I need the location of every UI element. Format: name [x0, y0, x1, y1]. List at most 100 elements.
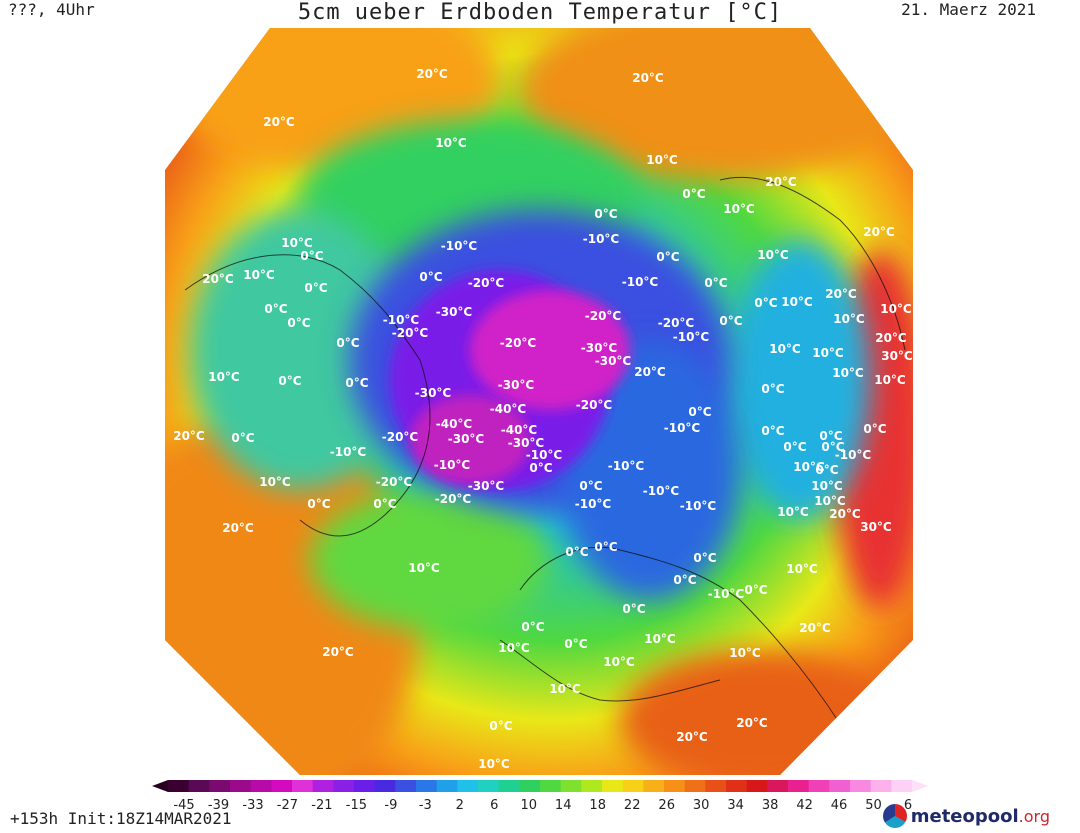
isotherm-label: -10°C: [583, 232, 620, 246]
legend-tick-label: -39: [208, 798, 229, 813]
isotherm-label: 20°C: [632, 71, 664, 85]
legend-tick-label: 46: [831, 798, 848, 813]
legend-swatch: [457, 780, 479, 792]
isotherm-label: 10°C: [781, 295, 813, 309]
legend-swatch: [643, 780, 665, 792]
isotherm-label: 0°C: [521, 620, 544, 634]
legend-swatch: [870, 780, 892, 792]
isotherm-label: 10°C: [435, 136, 467, 150]
isotherm-label: 10°C: [243, 268, 275, 282]
isotherm-label: 10°C: [723, 202, 755, 216]
isotherm-label: 10°C: [777, 505, 809, 519]
isotherm-label: -10°C: [643, 484, 680, 498]
isotherm-label: 20°C: [222, 521, 254, 535]
legend-tick-label: 6: [490, 798, 498, 813]
legend-tick-label: -45: [173, 798, 194, 813]
isotherm-label: 0°C: [336, 336, 359, 350]
isotherm-label: 0°C: [819, 429, 842, 443]
isotherm-label: -10°C: [526, 448, 563, 462]
isotherm-label: 20°C: [765, 175, 797, 189]
isotherm-label: 0°C: [307, 497, 330, 511]
legend-swatch: [705, 780, 727, 792]
isotherm-label: 0°C: [761, 424, 784, 438]
isotherm-label: 0°C: [719, 314, 742, 328]
isotherm-label: 0°C: [744, 583, 767, 597]
isotherm-label: -10°C: [608, 459, 645, 473]
legend-swatch: [767, 780, 789, 792]
isotherm-label: -20°C: [585, 309, 622, 323]
isotherm-label: -30°C: [508, 436, 545, 450]
isotherm-label: -30°C: [581, 341, 618, 355]
isotherm-label: 10°C: [769, 342, 801, 356]
logo-icon: [882, 804, 907, 828]
legend-swatch: [602, 780, 624, 792]
isotherm-label: 0°C: [287, 316, 310, 330]
legend-swatch: [250, 780, 272, 792]
isotherm-label: 10°C: [408, 561, 440, 575]
legend-tick-label: 42: [796, 798, 813, 813]
legend-tick-label: 14: [555, 798, 572, 813]
legend-swatch: [395, 780, 417, 792]
isotherm-label: -10°C: [575, 497, 612, 511]
isotherm-label: -10°C: [673, 330, 710, 344]
isotherm-label: 10°C: [786, 562, 818, 576]
legend-swatch: [560, 780, 582, 792]
isotherm-labels: 20°C 20°C20°C10°C10°C20°C0°C10°C0°C-10°C -…: [173, 67, 913, 771]
isotherm-label: -20°C: [392, 326, 429, 340]
legend-swatch: [478, 780, 500, 792]
legend-tick-label: 2: [456, 798, 464, 813]
legend-swatch: [416, 780, 438, 792]
isotherm-label: -40°C: [436, 417, 473, 431]
isotherm-label: 0°C: [373, 497, 396, 511]
isotherm-label: 0°C: [419, 270, 442, 284]
isotherm-label: 20°C: [736, 716, 768, 730]
isotherm-label: 10°C: [498, 641, 530, 655]
isotherm-label: -20°C: [382, 430, 419, 444]
legend-swatch: [622, 780, 644, 792]
isotherm-label: 0°C: [565, 545, 588, 559]
isotherm-label: 10°C: [832, 366, 864, 380]
legend-tick-label: -21: [311, 798, 332, 813]
isotherm-label: 0°C: [783, 440, 806, 454]
legend-tick-label: -33: [242, 798, 263, 813]
legend-tick-label: 18: [589, 798, 606, 813]
isotherm-label: -10°C: [434, 458, 471, 472]
isotherm-label: 0°C: [682, 187, 705, 201]
run-label: ???, 4Uhr: [8, 0, 95, 19]
isotherm-label: 0°C: [594, 207, 617, 221]
isotherm-label: 0°C: [278, 374, 301, 388]
isotherm-label: 10°C: [874, 373, 906, 387]
legend-swatch: [540, 780, 562, 792]
isotherm-label: 0°C: [754, 296, 777, 310]
isotherm-label: -20°C: [658, 316, 695, 330]
legend-swatch: [829, 780, 851, 792]
isotherm-label: -30°C: [436, 305, 473, 319]
legend-swatch: [188, 780, 210, 792]
legend-tick-label: -15: [346, 798, 367, 813]
meteopool-logo[interactable]: meteopool .org: [882, 804, 1050, 828]
isotherm-label: 20°C: [825, 287, 857, 301]
isotherm-label: 10°C: [729, 646, 761, 660]
legend-swatch: [726, 780, 748, 792]
isotherm-label: 0°C: [821, 440, 844, 454]
isotherm-label: 20°C: [634, 365, 666, 379]
legend-tick-label: 34: [727, 798, 744, 813]
legend-arrow-right: [912, 780, 928, 792]
isotherm-label: 10°C: [478, 757, 510, 771]
legend-tick-label: 50: [865, 798, 882, 813]
legend-swatch: [808, 780, 830, 792]
isotherm-label: 20°C: [322, 645, 354, 659]
isotherm-label: 10°C: [811, 479, 843, 493]
isotherm-label: 10°C: [603, 655, 635, 669]
isotherm-label: -10°C: [383, 313, 420, 327]
isotherm-label: 10°C: [793, 460, 825, 474]
legend-swatch: [354, 780, 376, 792]
isotherm-label: 0°C: [489, 719, 512, 733]
legend-swatch: [581, 780, 603, 792]
legend-swatch: [168, 780, 190, 792]
legend-swatch: [498, 780, 520, 792]
isotherm-label: 0°C: [564, 637, 587, 651]
isotherm-label: 10°C: [814, 494, 846, 508]
legend-swatch: [788, 780, 810, 792]
